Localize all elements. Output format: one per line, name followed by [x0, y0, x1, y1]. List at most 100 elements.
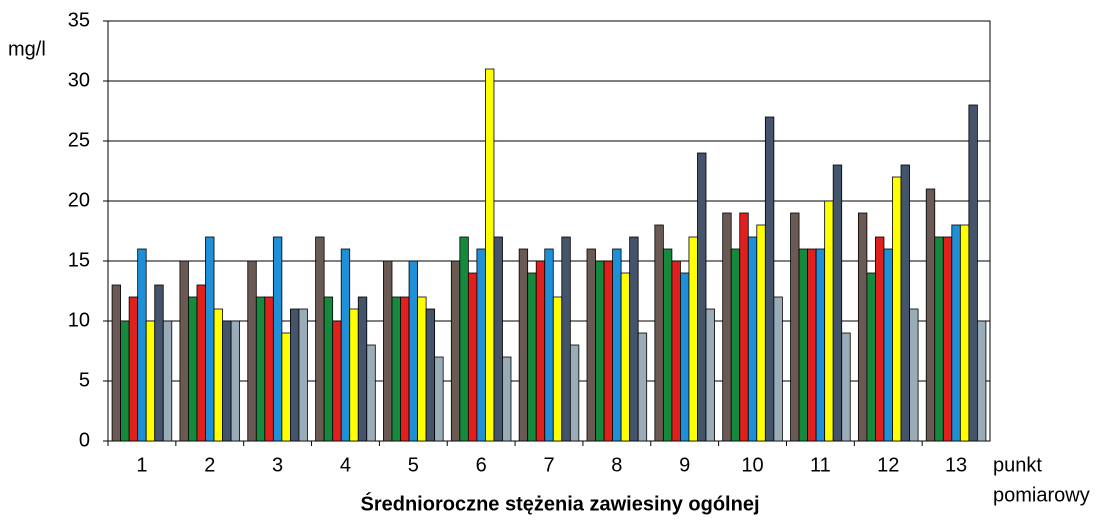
bar [145, 320, 156, 442]
bar [790, 212, 800, 442]
bar [747, 236, 758, 442]
bar [255, 296, 266, 442]
bar [815, 248, 826, 442]
bar [892, 176, 902, 442]
bar [603, 260, 613, 442]
bar [340, 248, 351, 442]
bar [128, 296, 139, 442]
bar [120, 320, 130, 442]
bar [281, 332, 291, 442]
y-axis-label: mg/l [8, 38, 46, 60]
y-tick-label: 15 [68, 249, 90, 271]
bar [977, 320, 987, 442]
x-tick-label: 1 [136, 454, 147, 476]
x-axis-label: pomiarowy [993, 484, 1090, 506]
bar [485, 68, 495, 442]
bar [222, 320, 232, 442]
x-tick-label: 2 [204, 454, 215, 476]
x-tick-label: 3 [272, 454, 283, 476]
bar [705, 308, 715, 442]
bar [196, 284, 206, 442]
bar [807, 248, 817, 442]
bar [959, 224, 970, 442]
bar [612, 248, 622, 442]
bar [332, 320, 342, 442]
bar [230, 320, 241, 442]
bar [213, 308, 223, 442]
bar [179, 260, 189, 442]
x-tick-label: 11 [810, 454, 831, 476]
bar [205, 236, 215, 442]
bar [968, 104, 978, 442]
bar [476, 248, 486, 442]
x-tick-label: 9 [679, 454, 690, 476]
bar [773, 296, 783, 442]
bar [680, 272, 690, 442]
bar [951, 224, 961, 442]
bar [569, 344, 580, 442]
bar [925, 188, 936, 442]
bar [739, 212, 749, 442]
bar [459, 236, 469, 442]
bar [561, 236, 571, 442]
x-tick-label: 12 [877, 454, 899, 476]
y-tick-label: 30 [68, 69, 90, 91]
bar [408, 260, 418, 442]
bar [502, 356, 512, 442]
bar [798, 248, 808, 442]
bar [730, 248, 741, 442]
y-tick-label: 20 [68, 189, 90, 211]
x-tick-label: 4 [340, 454, 351, 476]
bar [671, 260, 681, 442]
bar [722, 212, 732, 442]
bar [544, 248, 554, 442]
y-tick-label: 25 [68, 129, 90, 151]
bar [162, 320, 173, 442]
bar [323, 296, 334, 442]
bar [527, 272, 537, 442]
bar [654, 224, 664, 442]
bar [383, 260, 393, 442]
bar [290, 308, 300, 442]
x-axis-label: punkt [993, 454, 1042, 476]
bar [188, 296, 198, 442]
bar [697, 152, 707, 442]
bar [450, 260, 461, 442]
bar [154, 284, 164, 442]
y-tick-label: 5 [79, 369, 90, 391]
y-tick-label: 10 [68, 309, 90, 331]
bar [247, 260, 257, 442]
bar [493, 236, 503, 442]
bar [688, 236, 698, 442]
bar [400, 296, 410, 442]
bar [111, 284, 122, 442]
y-tick-label: 0 [79, 429, 90, 451]
bar [272, 236, 283, 442]
bar [824, 200, 834, 442]
bar [841, 332, 851, 442]
bar [629, 236, 639, 442]
x-tick-label: 8 [611, 454, 622, 476]
bar [349, 308, 359, 442]
bar [934, 236, 944, 442]
bar [586, 248, 596, 442]
bar [875, 236, 885, 442]
bar [366, 344, 376, 442]
x-tick-label: 6 [476, 454, 487, 476]
bar [620, 272, 631, 442]
bar [900, 164, 910, 442]
bar [756, 224, 766, 442]
bar [866, 272, 876, 442]
bar [883, 248, 893, 442]
bar [518, 248, 529, 442]
bar [298, 308, 308, 442]
bar [137, 248, 147, 442]
y-tick-label: 35 [68, 9, 90, 31]
x-tick-label: 7 [543, 454, 554, 476]
bar [467, 272, 478, 442]
bar [552, 296, 563, 442]
x-tick-label: 10 [741, 454, 763, 476]
bar [434, 356, 444, 442]
bar [357, 296, 368, 442]
